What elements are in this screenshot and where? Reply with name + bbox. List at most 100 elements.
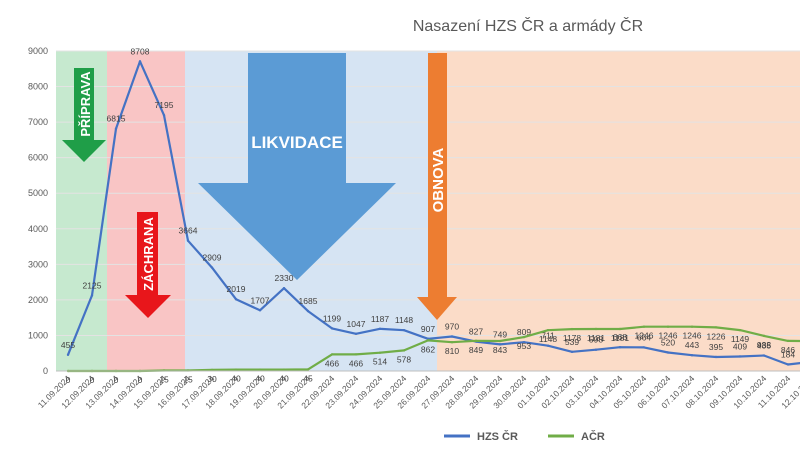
data-label-1: 1148 [539,334,558,344]
data-point-1 [306,368,310,371]
data-point-0 [786,363,790,366]
data-point-1 [282,368,286,371]
data-label-0: 184 [781,349,795,359]
y-tick-label: 4000 [28,224,48,234]
data-point-0 [738,355,742,358]
data-label-0: 443 [685,340,699,350]
data-point-1 [354,353,358,356]
data-label-1: 15 [159,374,169,384]
data-point-0 [594,348,598,351]
y-tick-label: 1000 [28,330,48,340]
data-point-0 [234,298,238,301]
y-axis: 0 1000 2000 3000 4000 5000 6000 7000 8000 9000 [28,46,48,376]
data-point-1 [474,339,478,343]
data-label-0: 395 [709,342,723,352]
data-label-1: 40 [231,374,241,384]
obnova-arrow-label: OBNOVA [430,147,447,212]
data-point-0 [354,332,358,335]
likvidace-arrow [198,53,396,280]
data-label-0: 749 [493,329,507,339]
data-label-0: 409 [733,341,747,351]
data-point-1 [786,339,790,343]
data-label-1: 843 [493,345,507,355]
legend: HZS ČR AČR [444,430,605,443]
data-label-1: 1246 [635,331,654,341]
data-label-1: 40 [279,374,289,384]
series-layer: 455 2125 6815 8708 7195 3664 2909 2019 1707 2330 1… [61,46,800,385]
data-point-1 [258,368,262,371]
zachrana-arrow-label: ZÁCHRANA [141,217,156,291]
data-point-0 [162,113,166,117]
data-point-0 [282,286,286,290]
data-point-1 [714,326,718,329]
data-point-0 [642,346,646,349]
data-point-0 [138,60,142,63]
data-label-1: 0 [114,375,119,385]
y-tick-label: 8000 [28,82,48,92]
data-label-1: 1181 [611,333,630,343]
data-label-1: 846 [781,345,795,355]
data-label-0: 970 [445,322,459,332]
data-label-0: 1047 [347,319,366,329]
legend-label-acr: AČR [581,430,605,443]
data-point-1 [594,327,598,331]
data-label-1: 1246 [659,331,678,341]
data-point-1 [498,339,502,343]
data-label-1: 0 [138,375,143,385]
data-label-1: 1181 [587,333,606,343]
data-label-1: 466 [349,358,363,368]
y-tick-label: 6000 [28,153,48,163]
data-label-0: 907 [421,324,435,334]
data-label-1: 0 [90,375,95,385]
data-point-0 [666,351,670,354]
data-label-0: 2125 [83,280,102,290]
chart-title: Nasazení HZS ČR a armády ČR [413,16,643,35]
y-tick-label: 7000 [28,117,48,127]
data-point-1 [330,353,334,356]
zachrana-arrow [125,212,171,318]
series-line-0 [66,60,800,366]
data-label-1: 466 [325,358,339,368]
data-point-0 [258,309,262,312]
data-label-1: 45 [303,373,313,383]
y-tick-label: 9000 [28,46,48,56]
data-label-1: 15 [183,374,193,384]
y-tick-label: 2000 [28,295,48,305]
data-point-0 [330,327,334,330]
data-point-0 [402,328,406,332]
data-point-1 [642,325,646,328]
data-point-0 [714,355,718,359]
data-label-1: 1246 [683,331,702,341]
data-point-0 [498,343,502,346]
data-label-0: 3664 [179,226,198,236]
data-point-0 [690,354,694,357]
data-point-0 [450,335,454,338]
data-label-1: 578 [397,354,411,364]
data-label-0: 711 [541,331,555,341]
data-label-0: 6815 [107,114,126,124]
data-point-0 [186,239,190,242]
data-label-0: 668 [613,332,627,342]
x-axis: 11.09.202412.09.202413.09.202414.09.2024… [36,370,800,410]
legend-label-hzs: HZS ČR [477,430,518,443]
data-label-0: 7195 [155,100,174,110]
data-point-1 [450,341,454,344]
data-label-1: 0 [66,375,71,385]
obnova-arrow [417,53,457,320]
data-point-0 [570,350,574,354]
data-point-1 [738,328,742,332]
data-label-1: 1149 [731,334,750,344]
data-label-0: 8708 [131,46,150,56]
data-point-1 [570,327,574,331]
data-label-0: 435 [757,341,771,351]
data-label-0: 664 [637,332,651,342]
phase-band-zachrana [107,51,185,371]
series-line-1 [68,325,800,373]
data-point-0 [210,266,214,269]
data-point-1 [762,334,766,338]
data-label-0: 2909 [203,253,222,263]
data-label-0: 1707 [251,295,270,305]
data-label-1: 514 [373,357,387,367]
data-point-1 [426,339,430,342]
